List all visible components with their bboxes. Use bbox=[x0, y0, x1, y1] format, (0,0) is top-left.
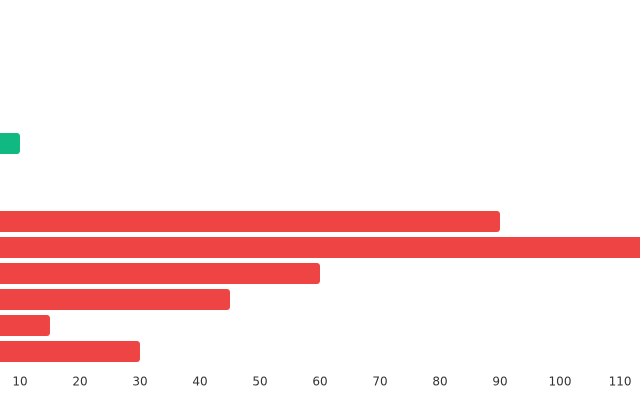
bar bbox=[0, 237, 640, 258]
x-tick-label: 50 bbox=[252, 375, 267, 389]
x-tick-label: 20 bbox=[72, 375, 87, 389]
x-tick-label: 100 bbox=[549, 375, 572, 389]
bar bbox=[0, 263, 320, 284]
bar bbox=[0, 289, 230, 310]
x-tick-label: 80 bbox=[432, 375, 447, 389]
bar bbox=[0, 133, 20, 154]
x-tick-label: 70 bbox=[372, 375, 387, 389]
x-tick-label: 60 bbox=[312, 375, 327, 389]
x-tick-label: 90 bbox=[492, 375, 507, 389]
x-tick-label: 10 bbox=[12, 375, 27, 389]
bar bbox=[0, 315, 50, 336]
x-tick-label: 40 bbox=[192, 375, 207, 389]
x-tick-label: 30 bbox=[132, 375, 147, 389]
x-tick-label: 110 bbox=[609, 375, 632, 389]
bar bbox=[0, 341, 140, 362]
bar bbox=[0, 211, 501, 232]
